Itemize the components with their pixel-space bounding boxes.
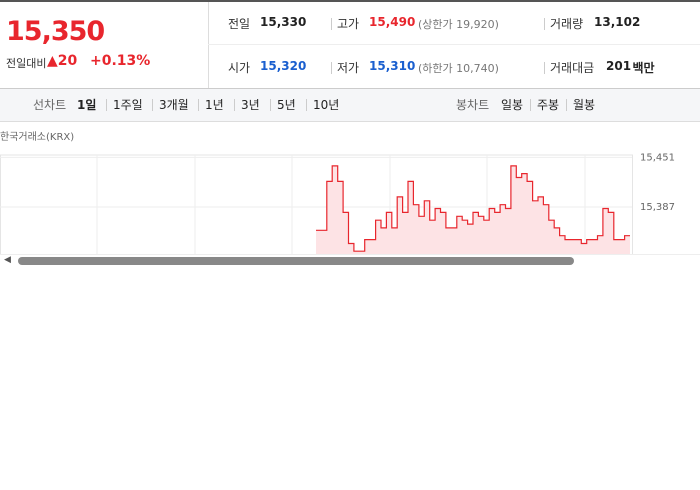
stat-label: 시가 — [228, 61, 251, 75]
tab[interactable]: 1일 — [77, 98, 97, 112]
source-label: 한국거래소(KRX) — [0, 131, 74, 143]
price-area — [316, 165, 630, 255]
change-label: 전일대비 — [6, 57, 47, 70]
stat-value: 15,320 — [260, 59, 307, 73]
separator — [544, 18, 545, 30]
separator — [234, 99, 235, 111]
separator — [198, 99, 199, 111]
chart: 한국거래소(KRX) 15,451 15,387 — [0, 131, 675, 255]
tab[interactable]: 주봉 — [537, 98, 560, 112]
up-icon: ▲ — [47, 53, 58, 69]
plot-frame — [0, 154, 633, 255]
separator — [331, 18, 332, 30]
change-value: 20 — [57, 53, 78, 69]
y-tick-label: 15,451 — [640, 152, 675, 163]
tab[interactable]: 3년 — [241, 98, 260, 112]
scroll-thumb[interactable] — [18, 257, 574, 265]
stat-label: 고가 — [337, 17, 360, 31]
stat-value: 15,330 — [260, 15, 307, 29]
tab[interactable]: 월봉 — [573, 98, 596, 112]
change: ▲20 — [47, 53, 77, 69]
separator — [306, 99, 307, 111]
divider — [208, 44, 700, 45]
separator — [152, 99, 153, 111]
separator — [566, 99, 567, 111]
separator — [106, 99, 107, 111]
tab[interactable]: 1년 — [205, 98, 224, 112]
price: 15,350 — [6, 16, 105, 47]
stat-unit: 백만 — [632, 61, 655, 75]
tab-group-label: 선차트 — [33, 98, 67, 112]
stat-value: 13,102 — [594, 15, 641, 29]
stat-label: 저가 — [337, 61, 360, 75]
change-rate: +0.13% — [90, 53, 151, 69]
stat-label: 거래대금 — [550, 61, 595, 75]
stat-note: (하한가 10,740) — [418, 62, 499, 75]
price-line — [316, 165, 630, 252]
stat-label: 거래량 — [550, 17, 584, 31]
tab[interactable]: 일봉 — [501, 98, 524, 112]
separator — [544, 62, 545, 74]
stat-value: 201 — [606, 59, 632, 73]
stat-value: 15,490 — [369, 15, 416, 29]
tab[interactable]: 3개월 — [159, 98, 189, 112]
y-tick-label: 15,387 — [640, 202, 675, 213]
tab[interactable]: 5년 — [277, 98, 296, 112]
scroll-left[interactable]: ◀ — [4, 255, 11, 265]
tab-group-label: 봉차트 — [456, 98, 490, 112]
stat-label: 전일 — [228, 17, 251, 31]
tab[interactable]: 10년 — [313, 98, 340, 112]
top-border — [0, 0, 700, 2]
divider — [208, 2, 209, 88]
separator — [331, 62, 332, 74]
tab[interactable]: 1주일 — [113, 98, 143, 112]
stat-value: 15,310 — [369, 59, 416, 73]
tab-bar — [0, 88, 700, 122]
separator — [270, 99, 271, 111]
stat-note: (상한가 19,920) — [418, 18, 499, 31]
separator — [530, 99, 531, 111]
